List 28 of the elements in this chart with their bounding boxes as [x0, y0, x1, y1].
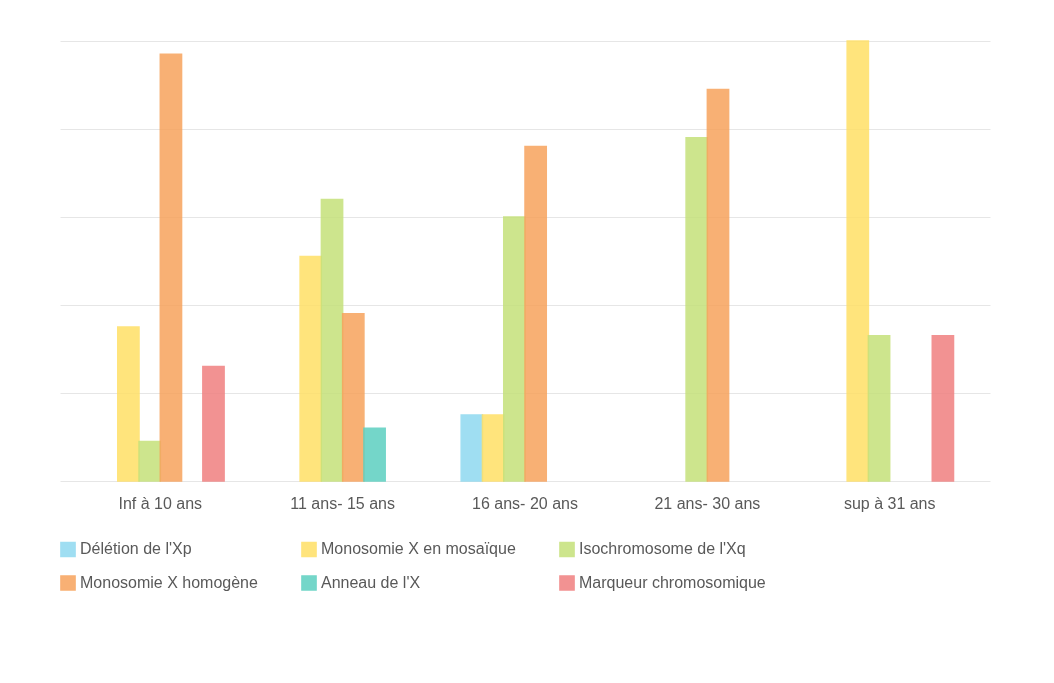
- legend-label: Isochromosome de l'Xq: [579, 540, 746, 558]
- bar: [867, 335, 891, 482]
- bar: [502, 216, 526, 482]
- bar: [685, 137, 709, 482]
- x-tick-label: sup à 31 ans: [843, 494, 936, 512]
- bar: [117, 326, 140, 482]
- bar: [481, 414, 505, 482]
- legend-label: Marqueur chromosomique: [579, 574, 766, 591]
- legend-label: Monosomie X en mosaïque: [321, 540, 516, 558]
- bar: [931, 335, 955, 482]
- x-tick-label: 11 ans- 15 ans: [290, 494, 395, 512]
- bar: [846, 40, 870, 482]
- legend-label: Monosomie X homogène: [80, 574, 258, 591]
- bar: [159, 53, 183, 482]
- x-tick-label: 16 ans- 20 ans: [472, 494, 578, 512]
- x-tick-label: 21 ans- 30 ans: [654, 494, 761, 512]
- bar: [138, 440, 162, 482]
- bar: [320, 198, 344, 482]
- bar: [341, 313, 365, 482]
- bar: [363, 427, 386, 482]
- legend-label: Anneau de l'X: [321, 574, 421, 591]
- bar: [202, 365, 225, 482]
- bar: [706, 88, 730, 482]
- x-tick-label: Inf à 10 ans: [118, 494, 203, 512]
- legend-label: Délétion de l'Xp: [80, 540, 192, 558]
- bar: [460, 414, 484, 482]
- bar: [524, 145, 548, 482]
- bar: [299, 255, 323, 482]
